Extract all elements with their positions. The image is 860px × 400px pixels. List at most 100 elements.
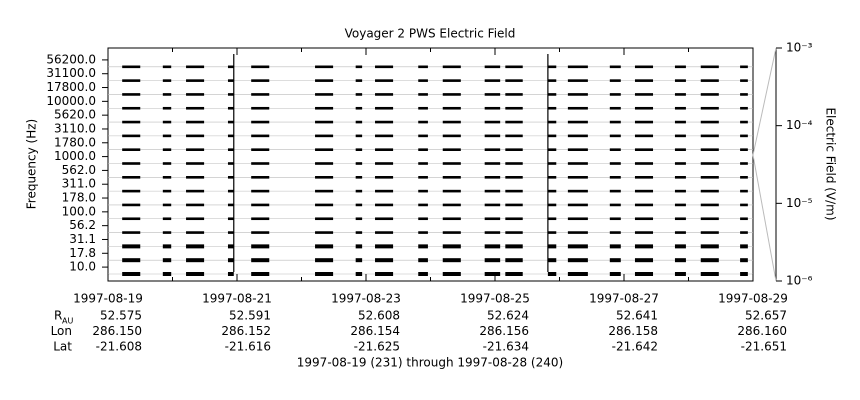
data-segment — [442, 272, 461, 276]
data-segment — [740, 65, 748, 69]
data-segment — [315, 65, 334, 69]
data-segment — [418, 148, 428, 151]
data-segment — [700, 134, 719, 138]
data-segment — [227, 203, 234, 207]
data-segment — [700, 65, 719, 69]
data-segment — [700, 120, 719, 124]
ephemeris-value: 52.575 — [100, 309, 142, 323]
data-segment — [227, 106, 234, 110]
data-segment — [251, 258, 270, 263]
data-segment — [505, 217, 523, 221]
data-segment — [674, 106, 686, 110]
y-tick-label: 31.1 — [69, 232, 96, 246]
data-segment — [567, 148, 588, 151]
y-tick-label: 17800.0 — [46, 80, 96, 94]
data-segment — [122, 189, 141, 193]
data-segment — [442, 106, 461, 110]
y-tick-label: 10.0 — [69, 260, 96, 274]
data-segment — [740, 162, 748, 165]
data-segment — [740, 231, 748, 234]
data-segment — [567, 244, 588, 249]
ephemeris-value: -21.625 — [354, 340, 400, 354]
data-segment — [251, 231, 270, 234]
data-segment — [251, 272, 270, 276]
ephemeris-value: -21.608 — [96, 340, 142, 354]
data-segment — [375, 148, 394, 151]
data-segment — [505, 162, 523, 165]
data-segment — [547, 258, 557, 263]
connector — [752, 154, 777, 282]
data-segment — [505, 120, 523, 124]
data-segment — [162, 93, 172, 96]
data-segment — [251, 79, 270, 82]
data-segment — [484, 272, 501, 276]
data-segment — [418, 176, 428, 179]
data-segment — [251, 120, 270, 124]
data-segment — [186, 148, 205, 151]
data-segment — [227, 134, 234, 138]
data-segment — [442, 79, 461, 82]
data-segment — [674, 79, 686, 82]
data-segment — [634, 65, 654, 69]
data-segment — [355, 231, 363, 234]
data-segment — [700, 106, 719, 110]
data-segment — [567, 93, 588, 96]
ephemeris-value: 286.158 — [608, 324, 658, 338]
data-segment — [251, 244, 270, 249]
data-segment — [375, 272, 394, 276]
ephemeris-value: -21.642 — [612, 340, 658, 354]
data-segment — [227, 65, 234, 69]
data-segment — [442, 189, 461, 193]
data-segment — [609, 79, 621, 82]
y-tick-label: 17.8 — [69, 246, 96, 260]
data-segment — [375, 258, 394, 263]
data-segment — [375, 217, 394, 221]
data-segment — [227, 231, 234, 234]
data-segment — [375, 244, 394, 249]
data-segment — [186, 120, 205, 124]
data-segment — [186, 65, 205, 69]
data-segment — [547, 120, 557, 124]
data-segment — [547, 93, 557, 96]
data-segment — [567, 231, 588, 234]
y2-tick-label: 10⁻⁶ — [786, 274, 813, 288]
data-segment — [484, 106, 501, 110]
data-segment — [251, 134, 270, 138]
data-segment — [355, 189, 363, 193]
data-segment — [442, 134, 461, 138]
data-segment — [609, 231, 621, 234]
data-segment — [547, 231, 557, 234]
data-segment — [162, 134, 172, 138]
y-tick-label: 56200.0 — [46, 52, 96, 66]
data-segment — [315, 79, 334, 82]
data-segment — [547, 162, 557, 165]
data-segment — [547, 148, 557, 151]
data-segment — [162, 79, 172, 82]
data-segment — [122, 93, 141, 96]
data-segment — [355, 217, 363, 221]
data-segment — [740, 272, 748, 276]
data-segment — [418, 272, 428, 276]
data-segment — [418, 65, 428, 69]
data-segment — [609, 106, 621, 110]
connector — [752, 47, 777, 156]
data-segment — [674, 93, 686, 96]
data-segment — [505, 134, 523, 138]
data-segment — [547, 79, 557, 82]
chart-title: Voyager 2 PWS Electric Field — [345, 27, 516, 41]
data-segment — [122, 258, 141, 263]
data-segment — [700, 244, 719, 249]
data-segment — [609, 203, 621, 207]
data-segment — [505, 244, 523, 249]
data-segment — [547, 244, 557, 249]
data-segment — [251, 106, 270, 110]
data-segment — [505, 93, 523, 96]
data-segment — [609, 244, 621, 249]
data-segment — [567, 272, 588, 276]
data-segment — [567, 120, 588, 124]
data-segment — [418, 217, 428, 221]
data-segment — [700, 148, 719, 151]
data-segment — [162, 148, 172, 151]
data-segment — [251, 65, 270, 69]
data-segment — [634, 189, 654, 193]
